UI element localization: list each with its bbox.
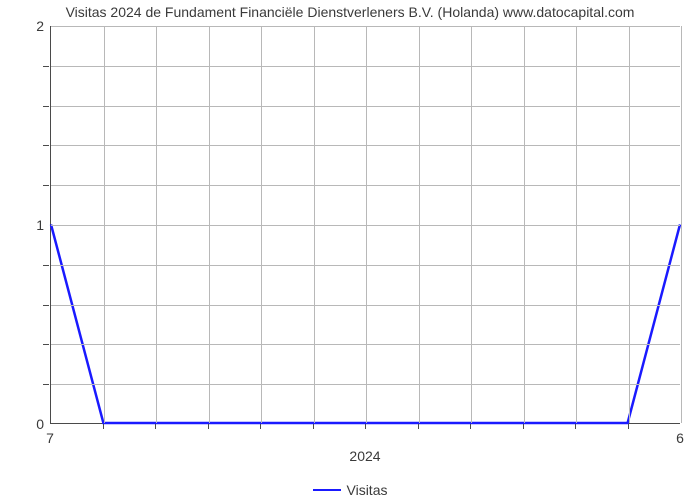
- plot-area: [50, 26, 680, 424]
- y-tick-minor: [43, 384, 49, 385]
- y-tick-label: 2: [28, 18, 44, 34]
- grid-line-horizontal-minor: [51, 106, 680, 107]
- x-tick-minor: [208, 424, 209, 429]
- y-tick-minor: [43, 344, 49, 345]
- y-tick-minor: [43, 106, 49, 107]
- legend: Visitas: [0, 478, 700, 498]
- x-tick-minor: [575, 424, 576, 429]
- y-tick-minor: [43, 305, 49, 306]
- y-tick-minor: [43, 66, 49, 67]
- visits-chart: Visitas 2024 de Fundament Financiële Die…: [0, 0, 700, 500]
- x-tick-minor: [470, 424, 471, 429]
- y-tick-label: 1: [28, 217, 44, 233]
- x-tick-minor: [365, 424, 366, 429]
- legend-swatch: [313, 489, 341, 491]
- legend-label: Visitas: [347, 482, 388, 498]
- y-tick-minor: [43, 145, 49, 146]
- grid-line-horizontal-minor: [51, 305, 680, 306]
- x-tick-label-right: 6: [676, 430, 684, 446]
- x-tick-minor: [260, 424, 261, 429]
- grid-line-horizontal: [51, 225, 680, 226]
- grid-line-horizontal-minor: [51, 384, 680, 385]
- y-tick-label: 0: [28, 416, 44, 432]
- grid-line-horizontal-minor: [51, 344, 680, 345]
- x-tick-minor: [313, 424, 314, 429]
- grid-line-horizontal: [51, 26, 680, 27]
- grid-line-horizontal-minor: [51, 185, 680, 186]
- grid-line-horizontal-minor: [51, 66, 680, 67]
- legend-item-visitas: Visitas: [313, 482, 388, 498]
- x-tick-minor: [103, 424, 104, 429]
- x-tick-minor: [418, 424, 419, 429]
- grid-line-horizontal-minor: [51, 145, 680, 146]
- x-tick-minor: [155, 424, 156, 429]
- x-tick-minor: [628, 424, 629, 429]
- y-tick-minor: [43, 185, 49, 186]
- y-tick-minor: [43, 265, 49, 266]
- x-axis-center-label: 2024: [349, 448, 380, 464]
- grid-line-horizontal-minor: [51, 265, 680, 266]
- chart-title: Visitas 2024 de Fundament Financiële Die…: [0, 4, 700, 20]
- grid-line-vertical: [681, 26, 682, 423]
- x-tick-label-left: 7: [46, 430, 54, 446]
- x-tick-minor: [523, 424, 524, 429]
